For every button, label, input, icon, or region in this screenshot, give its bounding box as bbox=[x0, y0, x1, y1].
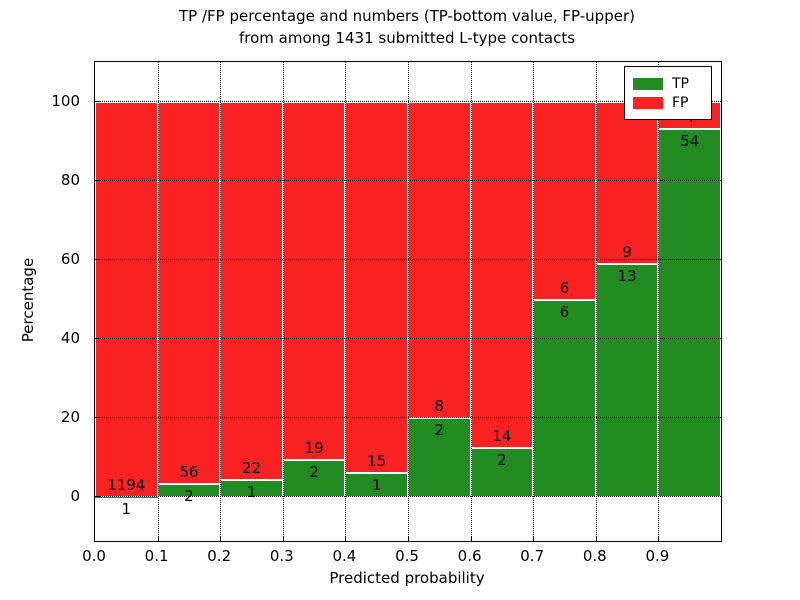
y-tick-label: 20 bbox=[60, 408, 80, 427]
y-tick-label: 60 bbox=[60, 249, 80, 268]
chart-title-line2: from among 1431 submitted L-type contact… bbox=[238, 29, 576, 47]
y-tick-label: 40 bbox=[60, 329, 80, 348]
tp-count-label: 2 bbox=[497, 450, 507, 469]
y-tick-mark bbox=[95, 100, 101, 102]
fp-count-label: 14 bbox=[492, 426, 512, 445]
bar-segment-fp bbox=[282, 101, 346, 460]
y-tick-mark bbox=[95, 417, 101, 419]
chart-title: TP /FP percentage and numbers (TP-bottom… bbox=[94, 5, 720, 49]
bar-segment-fp bbox=[470, 101, 534, 448]
bar-segment-fp bbox=[95, 101, 158, 498]
tp-count-label: 1 bbox=[246, 483, 257, 502]
bar-segment-fp bbox=[408, 101, 471, 419]
x-gridline bbox=[220, 62, 222, 541]
x-gridline bbox=[595, 62, 597, 541]
y-tick-label: 0 bbox=[70, 487, 80, 506]
legend-item-fp: FP bbox=[633, 95, 703, 111]
x-tick-mark bbox=[658, 536, 660, 541]
x-gridline bbox=[345, 62, 347, 541]
bar-segment-fp bbox=[595, 101, 659, 264]
x-gridline bbox=[470, 62, 472, 541]
bar-segment-tp bbox=[345, 472, 408, 498]
plot-area: 119415622211921518214266913454 bbox=[94, 61, 722, 542]
bar-segment-tp bbox=[470, 448, 534, 498]
fp-count-label: 8 bbox=[434, 397, 445, 416]
bar-segment-fp bbox=[220, 101, 283, 481]
x-tick-label: 0.7 bbox=[520, 547, 545, 565]
fp-count-label: 22 bbox=[241, 459, 262, 478]
legend-label-tp: TP bbox=[672, 76, 689, 92]
tp-count-label: 2 bbox=[434, 421, 445, 440]
fp-count-label: 1194 bbox=[107, 476, 146, 495]
bar-segment-fp bbox=[157, 101, 221, 484]
fp-swatch-icon bbox=[633, 97, 663, 109]
fp-count-label: 56 bbox=[179, 462, 199, 481]
legend-label-fp: FP bbox=[672, 95, 689, 111]
x-tick-label: 0.1 bbox=[144, 547, 169, 565]
y-tick-mark bbox=[95, 179, 101, 181]
x-tick-label: 0.0 bbox=[82, 547, 106, 565]
x-tick-label: 0.5 bbox=[395, 547, 419, 565]
bar-segment-tp bbox=[595, 263, 659, 498]
y-tick-label: 100 bbox=[51, 91, 80, 110]
x-gridline bbox=[658, 62, 660, 541]
bar-segment-fp bbox=[345, 101, 408, 473]
x-tick-label: 0.3 bbox=[269, 547, 294, 565]
x-gridline bbox=[408, 62, 409, 541]
fp-count-label: 19 bbox=[304, 438, 324, 457]
y-tick-label: 80 bbox=[60, 170, 80, 189]
x-gridline bbox=[282, 62, 284, 541]
x-tick-label: 0.9 bbox=[645, 547, 670, 565]
bar-segment-tp bbox=[658, 128, 721, 498]
x-tick-mark bbox=[220, 536, 222, 541]
tp-count-label: 13 bbox=[617, 266, 637, 285]
x-tick-label: 0.2 bbox=[207, 547, 232, 565]
x-axis: 0.0 0.1 0.2 0.3 0.4 0.5 0.6 0.7 0.8 0.9 bbox=[82, 547, 720, 567]
x-tick-label: 0.8 bbox=[582, 547, 607, 565]
chart-title-line1: TP /FP percentage and numbers (TP-bottom… bbox=[179, 7, 635, 25]
tp-count-label: 54 bbox=[680, 131, 700, 150]
x-tick-mark bbox=[282, 536, 284, 541]
x-tick-label: 0.6 bbox=[457, 547, 482, 565]
x-tick-label: 0.4 bbox=[332, 547, 357, 565]
x-tick-mark bbox=[408, 536, 409, 541]
x-gridline bbox=[157, 62, 159, 541]
x-tick-mark bbox=[345, 536, 347, 541]
x-tick-mark bbox=[533, 536, 535, 541]
tp-count-label: 6 bbox=[559, 302, 570, 321]
tp-count-label: 2 bbox=[184, 486, 194, 505]
legend: TP FP bbox=[624, 66, 712, 120]
y-tick-mark bbox=[95, 496, 101, 498]
x-tick-mark bbox=[157, 536, 159, 541]
legend-item-tp: TP bbox=[633, 76, 703, 92]
x-tick-mark bbox=[470, 536, 472, 541]
bar-segment-tp bbox=[533, 299, 596, 498]
y-axis: 0 20 40 60 80 100 bbox=[0, 61, 87, 540]
tp-count-label: 1 bbox=[121, 500, 132, 519]
fp-count-label: 9 bbox=[622, 242, 632, 261]
y-tick-mark bbox=[95, 258, 101, 260]
bar-segment-fp bbox=[533, 101, 596, 300]
fp-count-label: 15 bbox=[367, 451, 387, 470]
x-gridline bbox=[533, 62, 535, 541]
y-tick-mark bbox=[95, 338, 101, 340]
tp-swatch-icon bbox=[633, 78, 663, 90]
fp-count-label: 6 bbox=[559, 278, 570, 297]
x-axis-label: Predicted probability bbox=[329, 569, 485, 587]
tp-count-label: 2 bbox=[309, 462, 319, 481]
x-tick-mark bbox=[595, 536, 597, 541]
tp-count-label: 1 bbox=[371, 475, 382, 494]
